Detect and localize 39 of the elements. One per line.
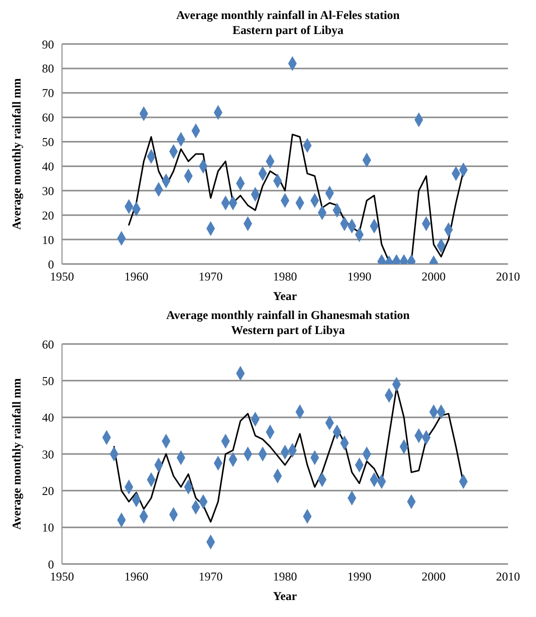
y-tick-label: 0 (48, 257, 54, 272)
x-tick-label: 2010 (496, 570, 520, 584)
y-tick-label: 40 (42, 410, 54, 425)
y-tick-label: 60 (42, 337, 54, 352)
x-tick-label: 1990 (347, 270, 372, 284)
chart-subtitle: Western part of Libya (230, 323, 346, 338)
y-tick-label: 10 (42, 232, 54, 247)
y-tick-label: 10 (42, 520, 54, 535)
x-tick-label: 1960 (124, 570, 148, 584)
y-tick-label: 70 (42, 86, 54, 100)
x-tick-label: 1970 (198, 570, 223, 584)
y-tick-label: 80 (42, 62, 54, 76)
x-tick-label: 1960 (124, 270, 148, 284)
y-tick-label: 30 (42, 447, 54, 462)
y-axis-title: Average monthly rainfall mm (9, 378, 24, 530)
x-tick-label: 1990 (347, 570, 372, 584)
x-tick-label: 2010 (496, 270, 520, 284)
chart-subtitle: Eastern part of Libya (232, 23, 344, 38)
y-tick-label: 0 (48, 557, 54, 572)
y-tick-label: 50 (42, 135, 54, 150)
x-axis-title: Year (273, 289, 298, 303)
y-tick-label: 20 (42, 208, 54, 222)
x-tick-label: 1980 (273, 570, 297, 584)
x-tick-label: 1950 (50, 270, 74, 284)
x-axis-title: Year (273, 589, 298, 603)
x-tick-label: 2000 (422, 270, 446, 284)
y-tick-label: 60 (42, 110, 54, 125)
y-tick-label: 20 (42, 484, 54, 498)
y-tick-label: 40 (42, 159, 54, 174)
y-tick-label: 30 (42, 184, 54, 198)
y-tick-label: 90 (42, 37, 54, 52)
x-tick-label: 1970 (198, 270, 223, 284)
chart-title: Average monthly rainfall in Ghanesmah station (165, 308, 411, 323)
y-axis-title: Average monthly rainfall mm (9, 78, 24, 230)
x-tick-label: 1950 (50, 570, 74, 584)
chart-title: Average monthly rainfall in Al-Feles station (175, 8, 401, 23)
x-tick-label: 1980 (273, 270, 297, 284)
x-tick-label: 2000 (422, 570, 446, 584)
y-tick-label: 50 (42, 374, 54, 388)
